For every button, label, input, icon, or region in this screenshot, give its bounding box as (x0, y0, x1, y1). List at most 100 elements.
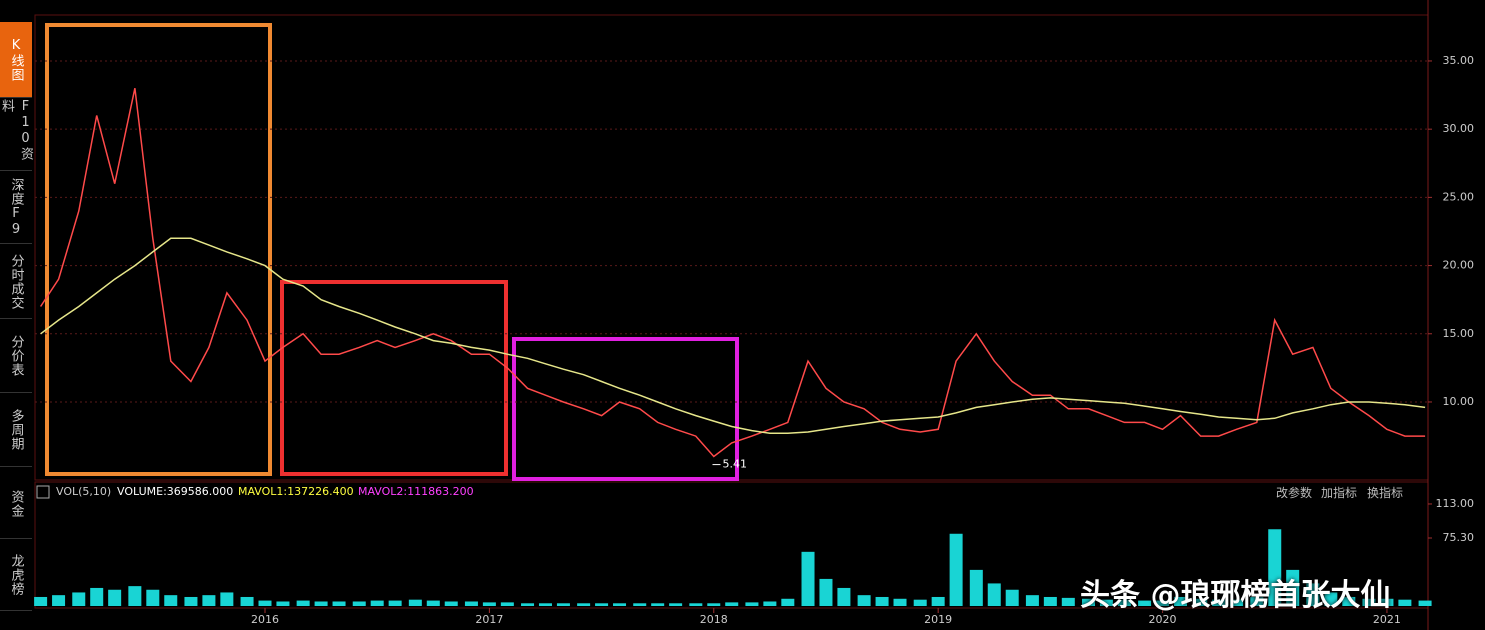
volume-bar (651, 603, 665, 606)
y-tick-label: 30.00 (1443, 122, 1475, 135)
volume-bar (1250, 596, 1264, 606)
volume-bar (725, 602, 739, 606)
volume-bar (556, 603, 570, 606)
tab[interactable]: 资金 (0, 470, 32, 539)
volume-bar (1380, 598, 1394, 606)
y-tick-label: 35.00 (1443, 54, 1475, 67)
x-tick-label: 2016 (251, 613, 279, 626)
volume-bar (1082, 598, 1096, 606)
volume-bar (857, 595, 871, 606)
volume-bar (220, 592, 234, 606)
price-line (40, 237, 1426, 435)
x-tick-label: 2021 (1373, 613, 1401, 626)
volume-bar (276, 601, 290, 606)
volume-bar (1173, 596, 1188, 606)
volume-bar (745, 602, 759, 606)
volume-bar (164, 595, 178, 606)
volume-bar (633, 603, 647, 606)
volume-bar (332, 601, 346, 606)
indicator-volume: VOLUME:369586.000 (117, 485, 233, 498)
volume-bar (1061, 597, 1075, 606)
volume-bar (1043, 596, 1057, 606)
volume-bar (949, 533, 963, 606)
volume-bar (913, 599, 927, 606)
volume-bar (987, 583, 1001, 606)
x-tick-label: 2018 (700, 613, 728, 626)
volume-bar (931, 596, 945, 606)
volume-bar (408, 599, 422, 606)
volume-bar (1324, 592, 1338, 606)
volume-bar (1194, 598, 1208, 606)
price-line (39, 88, 1426, 458)
tab[interactable]: 深度F9 (0, 172, 32, 244)
volume-bar (444, 601, 458, 606)
volume-bar (128, 586, 142, 606)
volume-bar (969, 569, 983, 606)
x-tick-label: 2017 (475, 613, 503, 626)
y-tick-label: 15.00 (1443, 327, 1475, 340)
volume-bar (819, 578, 833, 606)
volume-bar (707, 603, 721, 606)
volume-bar (370, 600, 384, 606)
x-tick-label: 2019 (924, 613, 952, 626)
volume-bar (314, 601, 328, 606)
indicator-mavol2: MAVOL2:111863.200 (358, 485, 474, 498)
volume-bar (258, 600, 272, 606)
volume-bar (837, 587, 851, 606)
highlight-box (512, 337, 739, 481)
volume-bar (577, 603, 591, 606)
y-tick-label: 25.00 (1443, 190, 1475, 203)
volume-bar (1362, 598, 1376, 606)
volume-bar (108, 589, 122, 606)
help-icon[interactable] (36, 485, 50, 499)
volume-bar (1230, 599, 1244, 606)
highlight-box (45, 23, 272, 476)
toolbar-button[interactable]: 加指标 (1321, 486, 1358, 500)
watermark: 头条 @琅琊榜首张大仙 (1080, 578, 1391, 613)
volume-bar (1099, 599, 1113, 606)
volume-bar (1342, 596, 1356, 606)
annotation-label: 5.41 (723, 458, 748, 471)
tab[interactable]: 分时成交 (0, 245, 32, 319)
volume-bar (1268, 529, 1282, 606)
tab[interactable]: 多周期 (0, 394, 32, 467)
tab[interactable]: 分价表 (0, 320, 32, 393)
toolbar-button[interactable]: 换指标 (1367, 486, 1404, 500)
volume-bar (296, 600, 310, 606)
volume-bar (595, 603, 609, 606)
tab[interactable]: K线图 (0, 22, 32, 98)
volume-bar (1418, 600, 1432, 606)
volume-bar (72, 592, 86, 606)
volume-bar (1005, 589, 1019, 606)
volume-bar (90, 587, 104, 606)
y-tick-label: 10.00 (1443, 395, 1475, 408)
volume-bar (426, 600, 440, 606)
volume-bar (34, 596, 48, 606)
volume-bar (521, 603, 535, 606)
volume-bar (1306, 583, 1320, 606)
volume-bar (1025, 595, 1039, 606)
volume-bar (801, 551, 815, 606)
tab[interactable]: F10资料 (0, 99, 33, 171)
toolbar-button[interactable]: 改参数 (1276, 486, 1313, 500)
price-frame (34, 14, 1429, 481)
volume-bar (763, 601, 777, 606)
volume-bar (1156, 600, 1170, 606)
indicator-name: VOL(5,10) (56, 485, 111, 498)
volume-bar (1212, 599, 1226, 606)
x-tick-label: 2020 (1149, 613, 1177, 626)
volume-bar (538, 603, 552, 606)
volume-bar (893, 598, 907, 606)
tab[interactable]: 龙虎榜 (0, 540, 32, 611)
volume-bar (146, 589, 160, 606)
y-tick-label: 20.00 (1443, 259, 1475, 272)
volume-bar (500, 602, 514, 606)
indicator-mavol1: MAVOL1:137226.400 (238, 485, 354, 498)
volume-bar (240, 596, 254, 606)
volume-bar (669, 603, 683, 606)
volume-bar (202, 595, 216, 606)
volume-bar (781, 598, 795, 606)
volume-bar (352, 601, 366, 606)
